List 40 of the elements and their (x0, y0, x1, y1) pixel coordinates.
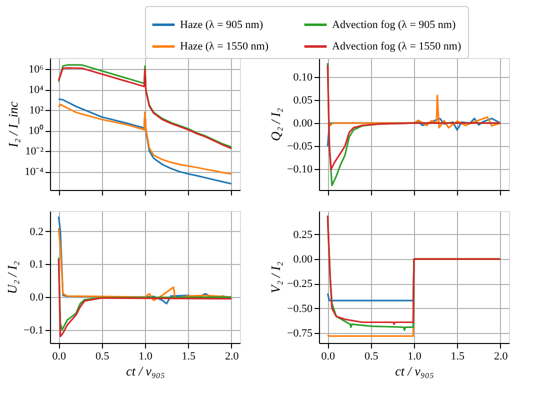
y-tick-label: 10⁶ (28, 64, 44, 76)
y-tick-label: 10⁰ (28, 124, 44, 138)
x-axis-title: ct / v₉₀₅ (395, 364, 434, 378)
x-tick-label: 2.0 (494, 350, 508, 362)
y-tick-label: 0.00 (293, 254, 313, 266)
y-tick-label: 0.05 (293, 94, 313, 106)
legend-label: Haze (λ = 905 nm) (180, 18, 264, 31)
y-tick-label: 0.10 (293, 71, 313, 84)
y-tick-label: −0.1 (24, 324, 44, 336)
legend-label: Advection fog (λ = 905 nm) (332, 18, 456, 31)
y-tick-label: 10⁻² (25, 146, 44, 158)
y-axis-title: U₂ / I₂ (4, 260, 20, 294)
x-tick-label: 1.0 (138, 350, 153, 362)
y-tick-label: 0.1 (30, 258, 44, 271)
y-tick-label: −0.25 (287, 278, 313, 290)
x-tick-label: 0.5 (95, 350, 110, 362)
y-tick-label: 10⁻⁴ (24, 166, 44, 178)
x-tick-label: 0.0 (321, 350, 336, 362)
y-axis-title: Q₂ / I₂ (268, 108, 284, 141)
x-tick-label: 2.0 (224, 350, 240, 362)
x-tick-label: 0.5 (364, 350, 379, 362)
y-axis-title: V₂ / I₂ (268, 261, 284, 294)
y-tick-label: −0.50 (287, 302, 313, 315)
legend-label: Haze (λ = 1550 nm) (180, 40, 269, 52)
x-tick-label: 1.0 (408, 350, 422, 362)
y-tick-label: 0.0 (30, 292, 44, 304)
x-tick-label: 1.5 (182, 350, 196, 362)
legend-label: Advection fog (λ = 1550 nm) (332, 40, 462, 52)
y-axis-title: I₂ / I_inc (6, 101, 21, 148)
y-tick-label: 10² (29, 104, 44, 117)
y-tick-label: 0.00 (293, 118, 313, 130)
x-tick-label: 0.0 (52, 350, 67, 362)
y-tick-label: −0.10 (287, 164, 313, 176)
y-tick-label: 10⁴ (28, 84, 44, 96)
y-tick-label: 0.25 (293, 228, 313, 241)
x-tick-label: 1.5 (450, 350, 466, 362)
x-axis-title: ct / v₉₀₅ (126, 364, 165, 378)
y-tick-label: −0.75 (287, 328, 313, 340)
y-tick-label: 0.2 (30, 226, 44, 238)
y-tick-label: −0.05 (287, 140, 313, 153)
